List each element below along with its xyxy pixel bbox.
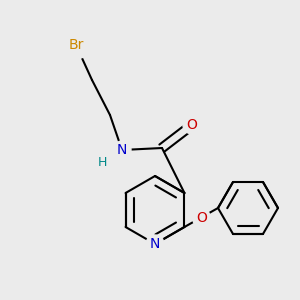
- Text: Br: Br: [68, 38, 84, 52]
- Circle shape: [62, 31, 90, 59]
- Text: O: O: [187, 118, 197, 132]
- Circle shape: [113, 141, 131, 159]
- Text: H: H: [97, 155, 107, 169]
- Text: N: N: [117, 143, 127, 157]
- Circle shape: [146, 235, 164, 253]
- Text: N: N: [150, 237, 160, 251]
- Circle shape: [183, 116, 201, 134]
- Text: O: O: [196, 211, 207, 224]
- Circle shape: [94, 154, 110, 170]
- Circle shape: [192, 208, 210, 226]
